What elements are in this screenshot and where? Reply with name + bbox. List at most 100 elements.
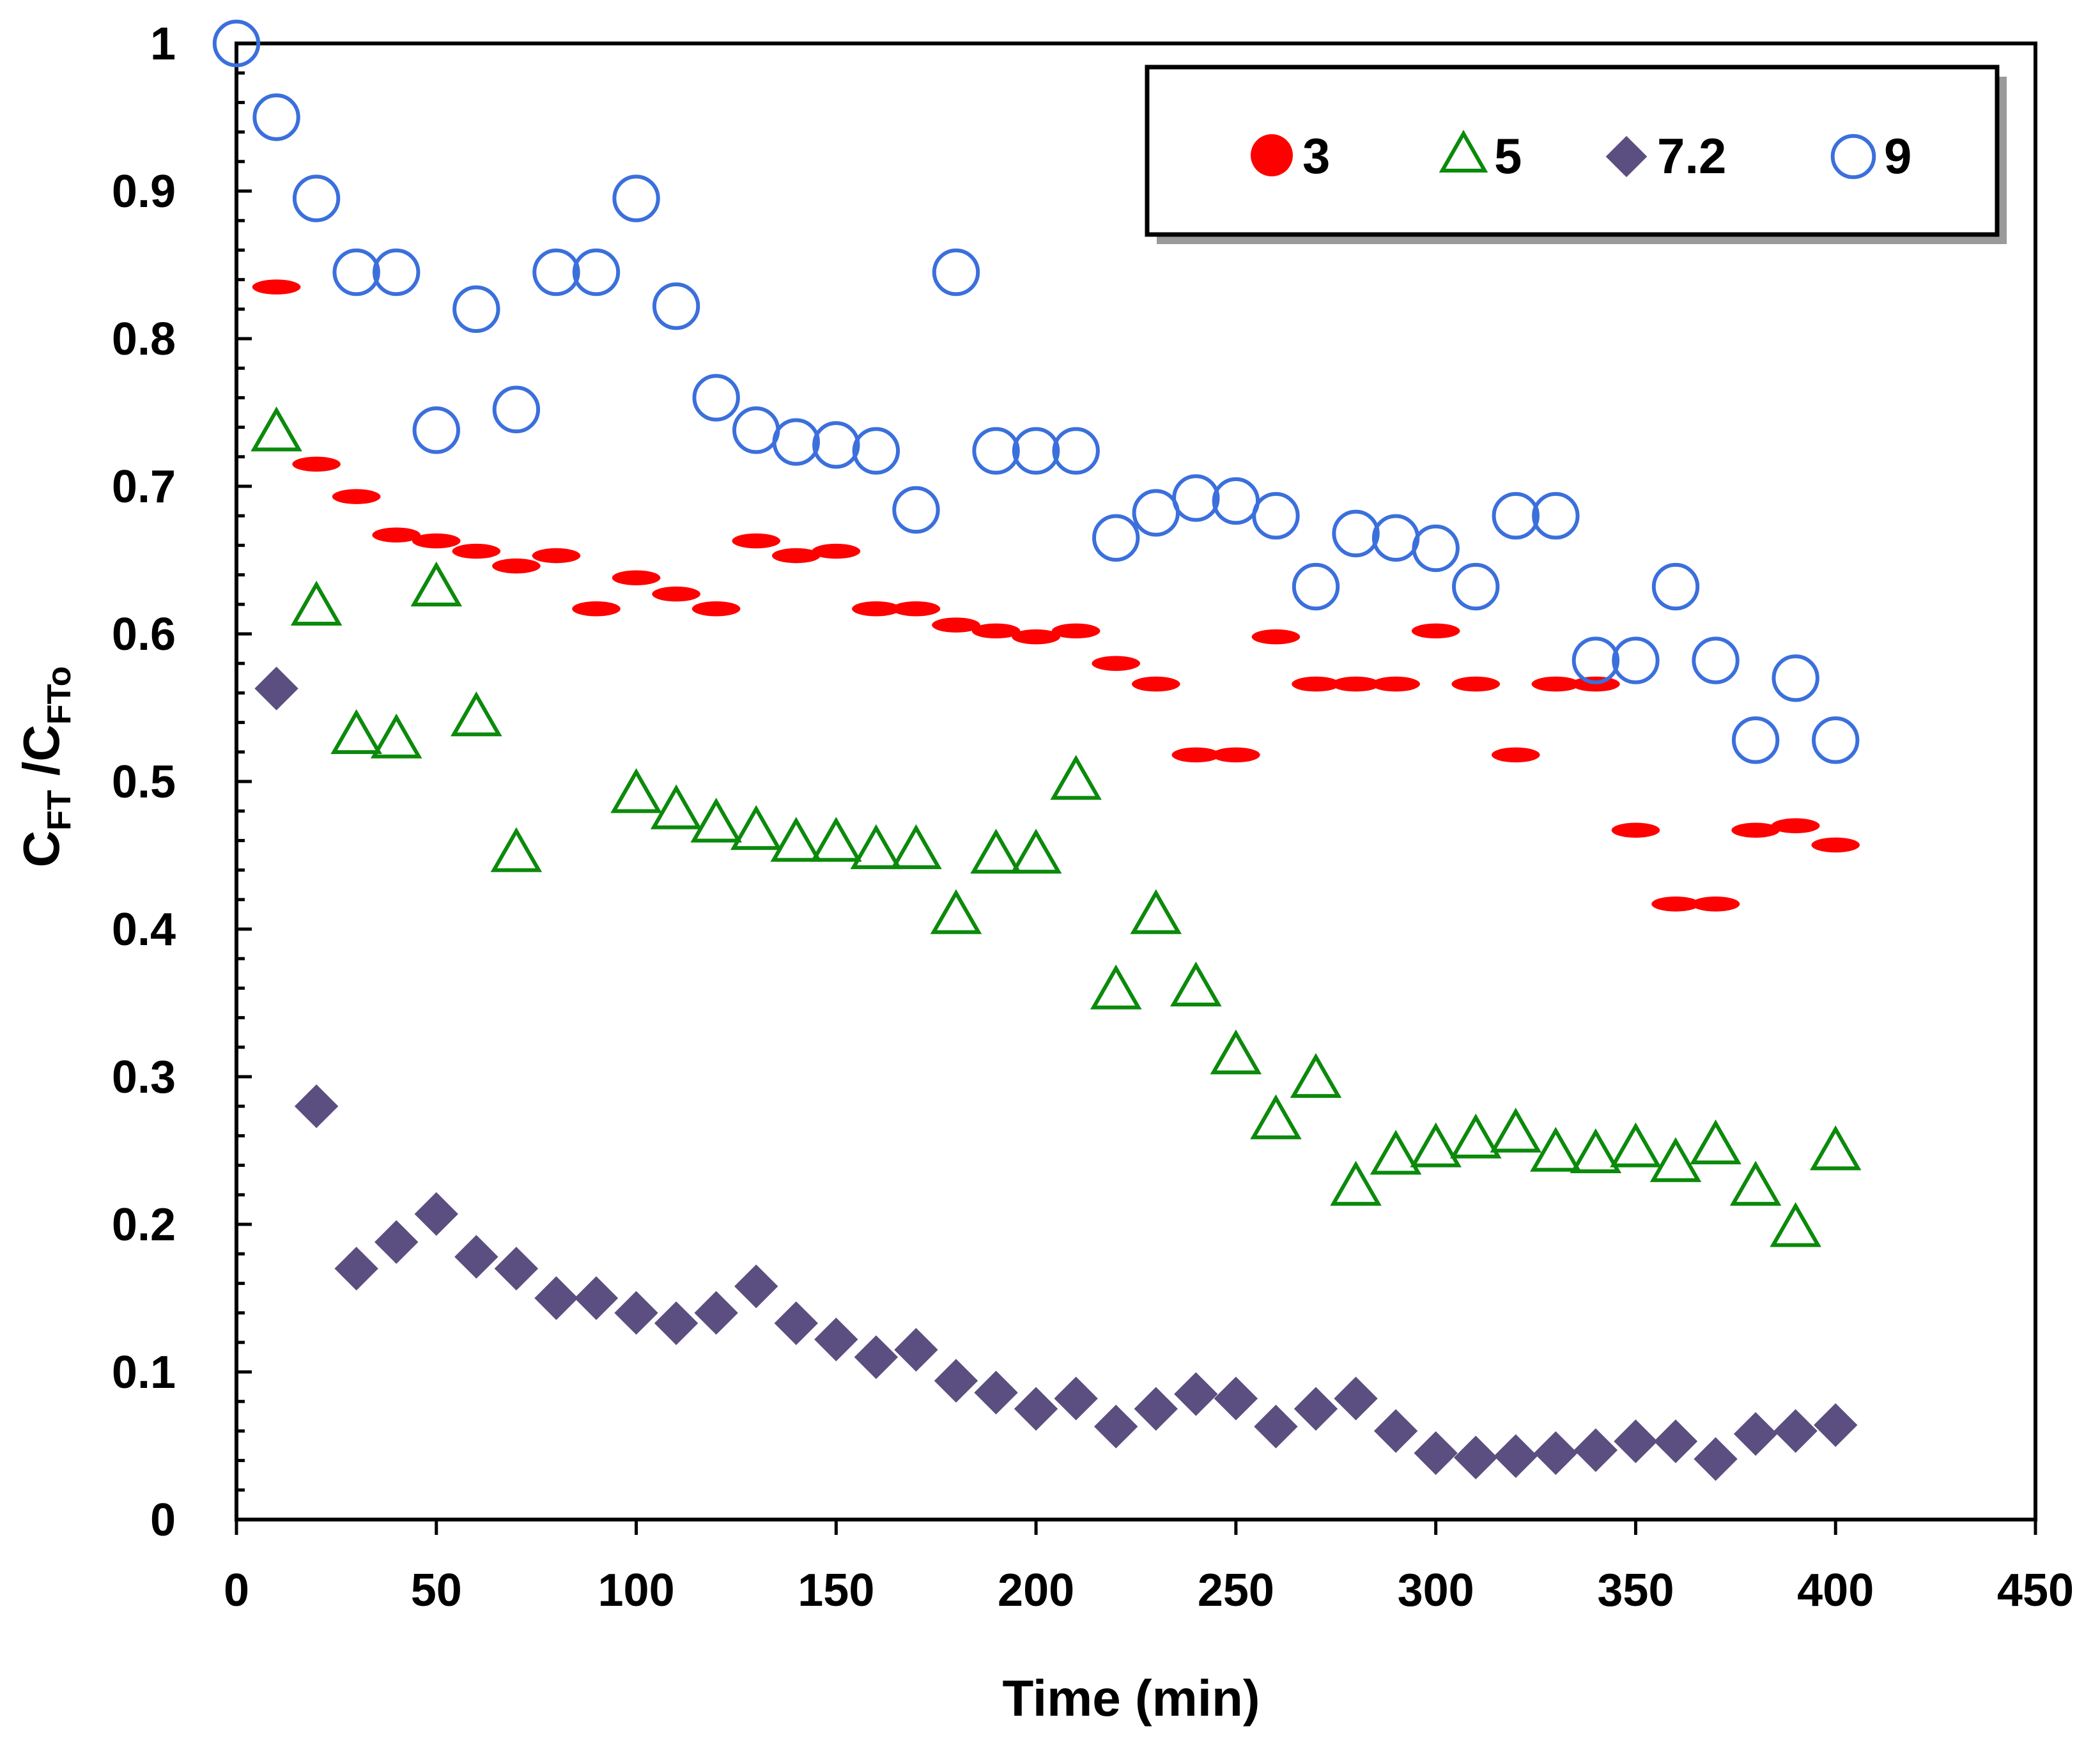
data-point — [572, 601, 621, 617]
data-point — [1530, 1127, 1582, 1172]
series-5 — [251, 406, 1862, 1247]
data-point — [534, 1276, 578, 1320]
data-point — [532, 248, 580, 296]
data-point — [1214, 1376, 1258, 1420]
legend-item: 9 — [1830, 128, 1911, 184]
data-point — [772, 418, 820, 466]
legend-box — [1145, 65, 2000, 237]
y-tick-label: 0.9 — [112, 166, 176, 217]
data-point — [1691, 896, 1740, 912]
data-point — [1610, 1122, 1662, 1167]
data-point — [612, 570, 661, 585]
data-point — [1571, 636, 1620, 684]
data-point — [334, 1247, 378, 1291]
data-point — [1130, 889, 1182, 934]
data-point — [650, 784, 702, 829]
x-tick-label: 200 — [998, 1565, 1074, 1616]
legend-marker — [1830, 134, 1876, 180]
data-point — [1331, 676, 1380, 692]
data-point — [1731, 822, 1780, 838]
data-point — [1132, 489, 1180, 537]
y-tick-label: 0.4 — [112, 904, 176, 955]
data-point — [732, 406, 780, 454]
data-point — [1251, 629, 1301, 645]
data-point — [1373, 1409, 1418, 1453]
x-tick-label: 450 — [1997, 1565, 2074, 1616]
data-point — [852, 601, 900, 617]
data-point — [290, 580, 343, 626]
data-point — [1051, 623, 1100, 639]
data-point — [1412, 524, 1460, 573]
data-point — [654, 1301, 699, 1345]
data-point — [452, 285, 500, 333]
x-tick-label: 100 — [598, 1565, 674, 1616]
x-axis-title: Time (min) — [1002, 1670, 1260, 1727]
data-point — [1772, 654, 1819, 702]
y-tick-label: 0 — [150, 1495, 176, 1546]
x-tick-label: 0 — [224, 1565, 249, 1616]
data-point — [1454, 1435, 1498, 1480]
data-point — [492, 385, 541, 434]
data-point — [974, 1371, 1018, 1415]
data-point — [332, 248, 380, 296]
legend-item: 7.2 — [1605, 128, 1726, 184]
y-tick-label: 1 — [150, 19, 176, 70]
data-point — [692, 374, 740, 422]
data-point — [932, 248, 980, 296]
data-point — [1649, 1137, 1702, 1182]
data-point — [1134, 1387, 1178, 1431]
legend-label: 3 — [1302, 128, 1330, 184]
data-point — [1090, 964, 1142, 1010]
data-point — [1614, 1419, 1658, 1463]
data-point — [850, 824, 902, 870]
data-point — [892, 486, 940, 534]
data-point — [1010, 828, 1062, 874]
data-point — [1290, 1052, 1342, 1098]
data-point — [1170, 961, 1222, 1006]
data-point — [774, 1301, 818, 1345]
data-point — [1692, 636, 1740, 684]
legend-marker — [1251, 134, 1293, 176]
x-tick-label: 150 — [798, 1565, 874, 1616]
data-point — [1451, 676, 1501, 692]
data-point — [1449, 1113, 1502, 1159]
data-point — [854, 1335, 899, 1380]
data-point — [1094, 1405, 1138, 1449]
x-tick-label: 400 — [1797, 1565, 1874, 1616]
legend-item: 5 — [1439, 128, 1522, 184]
data-point — [410, 561, 463, 606]
data-point — [1491, 747, 1540, 763]
x-tick-label: 50 — [411, 1565, 462, 1616]
data-point — [1250, 1094, 1302, 1139]
data-point — [652, 282, 700, 330]
data-point — [252, 93, 300, 141]
data-point — [1054, 1376, 1098, 1420]
data-point — [971, 623, 1021, 639]
data-point — [614, 1291, 658, 1335]
data-point — [1411, 623, 1460, 639]
data-point — [930, 889, 982, 934]
data-point — [734, 1264, 778, 1309]
data-point — [1694, 1437, 1738, 1481]
data-point — [1012, 427, 1060, 475]
y-axis-title-main-1: C — [13, 831, 70, 868]
data-point — [373, 248, 421, 296]
data-point — [612, 174, 660, 222]
y-axis-title-main-2: /C — [13, 725, 70, 790]
data-point — [1811, 837, 1860, 853]
data-point — [771, 548, 821, 564]
data-series — [212, 19, 1862, 1481]
data-point — [1171, 747, 1221, 763]
data-point — [412, 533, 461, 549]
data-point — [1452, 562, 1500, 611]
y-axis: 0 0.1 0.2 0.3 0.4 0.5 0.6 0.7 0.8 0.9 1 — [112, 19, 252, 1546]
data-point — [1414, 1431, 1458, 1475]
data-point — [694, 1291, 738, 1335]
x-axis: 0 50 100 150 200 250 300 350 400 450 — [224, 1520, 2074, 1616]
data-point — [452, 543, 501, 559]
data-point — [894, 1328, 938, 1372]
data-point — [1330, 1160, 1382, 1206]
data-point — [451, 691, 502, 737]
data-point — [852, 427, 900, 475]
